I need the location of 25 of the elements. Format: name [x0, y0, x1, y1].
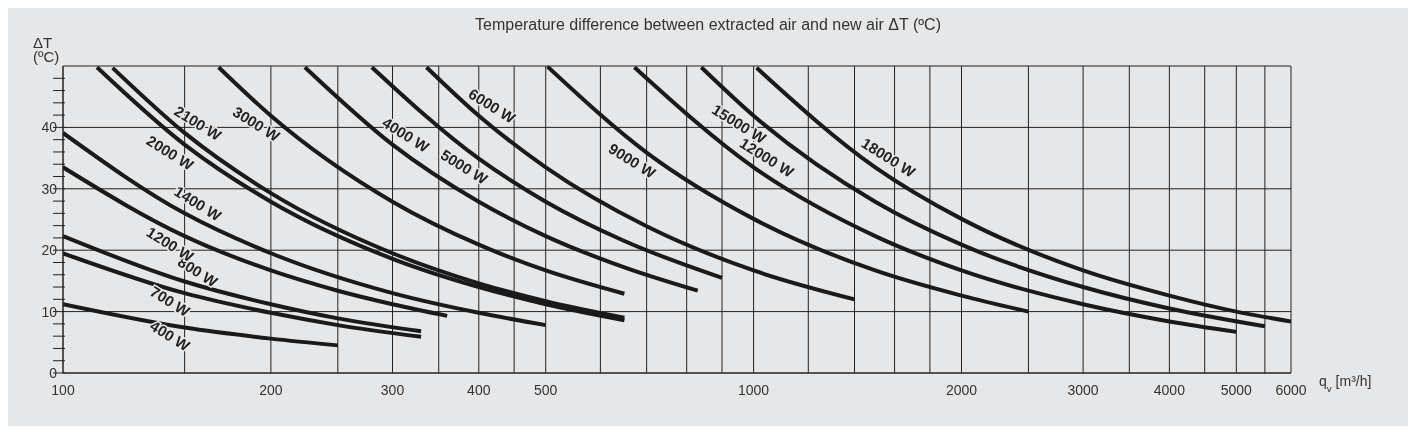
x-tick-label: 3000 [1067, 382, 1099, 398]
x-tick-label: 1000 [738, 382, 770, 398]
chart-title: Temperature difference between extracted air and new air ΔT (ºC) [475, 16, 941, 33]
text: 5000 W [437, 145, 492, 189]
x-tick-label: 500 [534, 382, 558, 398]
y-tick-label: 0 [49, 365, 58, 381]
y-tick-label: 10 [41, 303, 58, 320]
text: 1400 W [171, 182, 226, 225]
text: 4000 W [379, 113, 433, 156]
x-tick-label: 100 [51, 382, 75, 398]
x-tick-label: 400 [467, 382, 491, 398]
y-tick-label: 40 [41, 119, 58, 136]
x-tick-label: 4000 [1153, 382, 1186, 398]
y-tick-label: 20 [41, 242, 58, 259]
text: 6000 W [465, 84, 520, 128]
text: 3000 W [230, 102, 284, 146]
x-tick-label: 300 [380, 382, 405, 398]
x-tick-label: 200 [259, 382, 283, 398]
x-axis-title: q$_{v}$ [m³/h] [1319, 373, 1372, 394]
x-tick-label: 2000 [945, 382, 978, 398]
y-axis-title: ΔT (ºC) [33, 34, 60, 65]
y-tick-label: 30 [41, 180, 58, 197]
x-tick-label: 5000 [1220, 382, 1253, 398]
x-tick-label: 6000 [1275, 382, 1307, 398]
text: 9000 W [605, 139, 660, 182]
